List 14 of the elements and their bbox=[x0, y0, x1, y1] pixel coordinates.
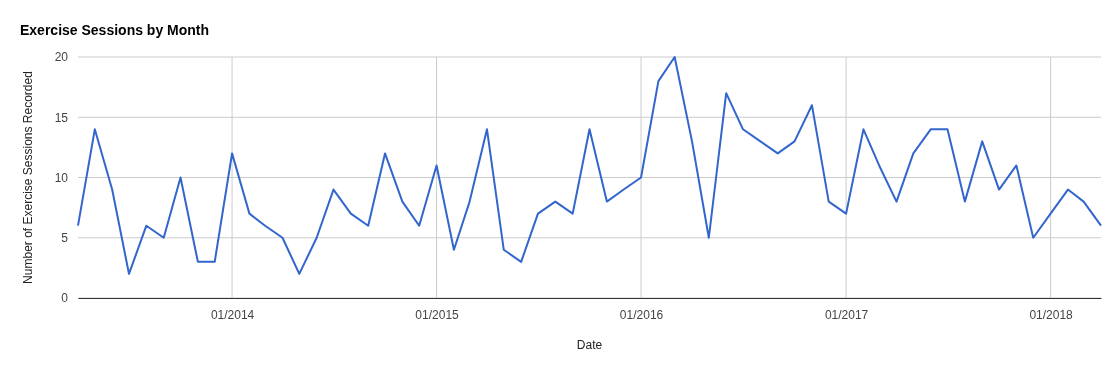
x-tick-label: 01/2017 bbox=[824, 307, 869, 322]
y-tick-label: 5 bbox=[61, 231, 69, 246]
y-tick-label: 0 bbox=[61, 291, 69, 306]
x-tick-label: 01/2016 bbox=[619, 307, 664, 322]
y-tick-label: 10 bbox=[54, 170, 69, 185]
line-series bbox=[77, 56, 1102, 275]
x-tick-label: 01/2018 bbox=[1029, 307, 1074, 322]
x-tick-label: 01/2015 bbox=[415, 307, 460, 322]
x-axis-title: Date bbox=[576, 338, 603, 352]
chart-title: Exercise Sessions by Month bbox=[20, 22, 210, 38]
y-tick-label: 20 bbox=[54, 50, 69, 65]
x-tick-label: 01/2014 bbox=[210, 307, 255, 322]
y-tick-label: 15 bbox=[54, 110, 69, 125]
y-axis-title: Number of Exercise Sessions Recorded bbox=[21, 71, 35, 284]
